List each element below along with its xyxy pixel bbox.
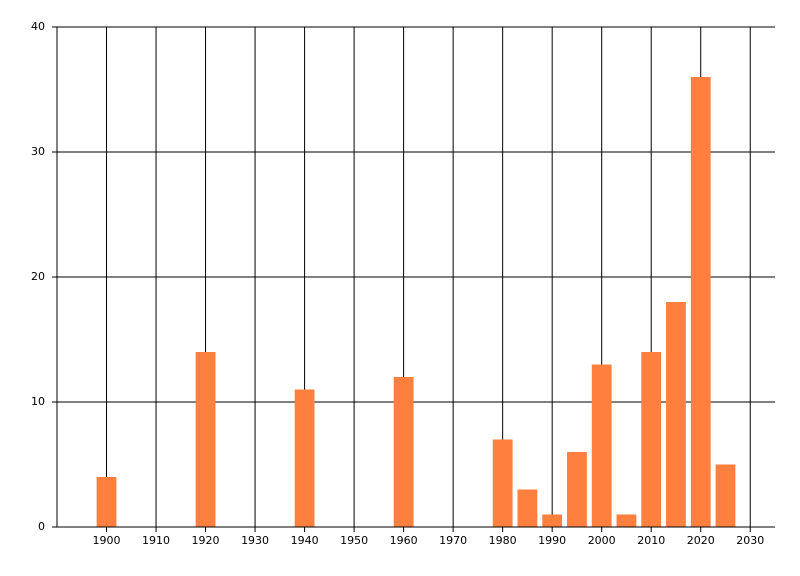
x-tick-label: 1960 [390, 534, 418, 547]
x-tick-label: 1970 [439, 534, 467, 547]
x-tick-label: 2000 [588, 534, 616, 547]
bar [517, 489, 538, 527]
bar [715, 464, 736, 527]
bar [492, 439, 513, 527]
y-tick-label: 40 [31, 20, 45, 33]
x-tick-label: 1950 [340, 534, 368, 547]
bar [591, 364, 612, 527]
bar [96, 477, 117, 527]
x-tick-label: 1980 [489, 534, 517, 547]
x-tick-label: 2030 [736, 534, 764, 547]
x-tick-label: 1940 [291, 534, 319, 547]
y-tick-label: 10 [31, 395, 45, 408]
x-tick-label: 1920 [192, 534, 220, 547]
bar [567, 452, 587, 527]
x-tick-label: 1910 [142, 534, 170, 547]
y-tick-label: 20 [31, 270, 45, 283]
bar [690, 77, 711, 527]
bar [393, 377, 414, 527]
bar [666, 302, 686, 527]
bar [641, 352, 662, 527]
y-tick-label: 0 [38, 520, 45, 533]
bar [542, 514, 563, 527]
x-tick-label: 1930 [241, 534, 269, 547]
y-tick-label: 30 [31, 145, 45, 158]
x-tick-label: 2020 [687, 534, 715, 547]
bar [195, 352, 216, 527]
x-tick-label: 1900 [93, 534, 121, 547]
x-tick-label: 1990 [538, 534, 566, 547]
bar [616, 514, 637, 527]
bar [294, 389, 315, 527]
x-tick-label: 2010 [637, 534, 665, 547]
